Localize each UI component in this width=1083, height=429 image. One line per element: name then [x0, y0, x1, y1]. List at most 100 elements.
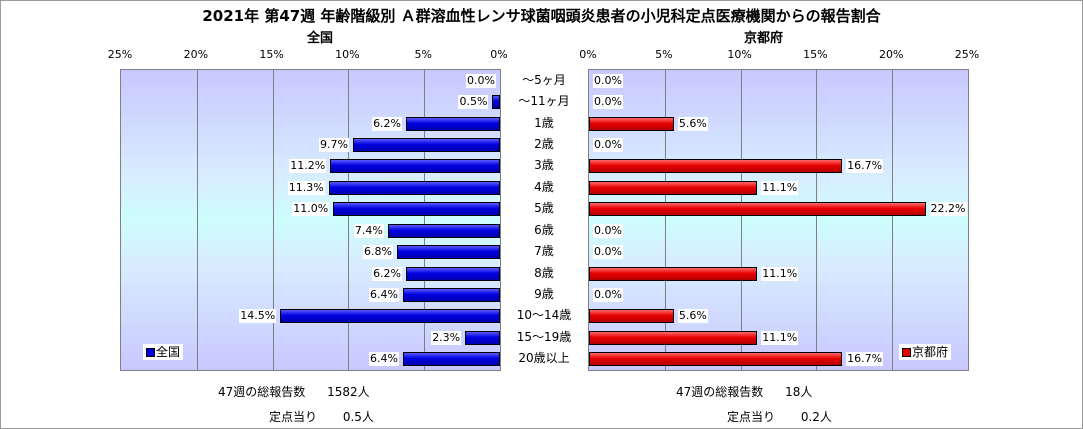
- gridline: [740, 70, 742, 370]
- axis-tick-label: 25%: [954, 48, 980, 61]
- left-panel-title: 全国: [307, 31, 334, 46]
- data-label: 6.2%: [372, 116, 403, 131]
- right-plot-area: 0.0% 0.0% 5.6% 0.0% 16.7% 11.1% 22.2% 0.0% 0.0% 1…: [588, 69, 969, 371]
- data-label: 9.7%: [319, 138, 349, 152]
- data-label: 0.0%: [593, 288, 623, 302]
- data-label: 0.0%: [593, 95, 623, 110]
- data-bar: [492, 95, 500, 110]
- category-label: 9歳: [534, 287, 554, 301]
- chart-title: 2021年 第47週 年齢階級別 Ａ群溶血性レンサ球菌咽頭炎患者の小児科定点医療…: [202, 7, 881, 25]
- left-per-sentinel: 定点当り 0.5人: [269, 408, 374, 425]
- data-bar: [333, 202, 500, 217]
- data-label: 7.4%: [353, 223, 384, 238]
- right-legend-label: 京都府: [912, 345, 949, 359]
- category-label: 10～14歳: [516, 308, 572, 323]
- category-label: ～11ヶ月: [518, 94, 570, 109]
- right-legend: 京都府: [899, 344, 952, 360]
- data-bar: [402, 288, 500, 302]
- data-bar: [352, 138, 500, 152]
- data-label: 22.2%: [929, 202, 967, 217]
- axis-tick-label: 0%: [490, 48, 508, 61]
- axis-tick-label: 0%: [579, 48, 597, 61]
- right-total-label: 47週の総報告数: [676, 385, 764, 399]
- left-per-label: 定点当り: [269, 410, 318, 424]
- axis-tick-label: 10%: [727, 48, 752, 61]
- left-legend-swatch: [146, 348, 155, 357]
- data-bar: [406, 116, 500, 131]
- right-per-label: 定点当り: [727, 410, 776, 424]
- right-total-value: 18人: [785, 385, 813, 399]
- right-panel-title: 京都府: [744, 31, 784, 46]
- gridline: [892, 70, 894, 370]
- data-bar: [465, 330, 500, 345]
- gridline: [196, 70, 198, 370]
- axis-tick-label: 5%: [655, 48, 673, 61]
- category-label: 15～19歳: [516, 329, 572, 344]
- data-label: 0.0%: [593, 223, 623, 238]
- data-bar: [589, 159, 843, 174]
- axis-tick-label: 5%: [414, 48, 432, 61]
- data-label: 6.4%: [369, 288, 399, 302]
- data-label: 5.6%: [677, 116, 708, 131]
- data-bar: [396, 245, 500, 260]
- data-label: 0.0%: [593, 138, 623, 152]
- data-label: 11.0%: [292, 202, 330, 217]
- left-per-value: 0.5人: [342, 410, 374, 424]
- gridline: [272, 70, 274, 370]
- data-bar: [589, 180, 758, 195]
- data-bar: [589, 330, 758, 345]
- data-bar: [589, 202, 926, 217]
- left-total-label: 47週の総報告数: [218, 385, 306, 399]
- data-bar: [589, 116, 674, 131]
- category-label: 4歳: [534, 179, 554, 194]
- data-label: 11.1%: [761, 266, 799, 281]
- gridline: [424, 70, 426, 370]
- data-label: 0.0%: [593, 73, 623, 88]
- data-label: 11.1%: [761, 180, 799, 195]
- gridline: [816, 70, 818, 370]
- left-total-reports: 47週の総報告数 1582人: [218, 383, 370, 400]
- data-label: 6.2%: [372, 266, 403, 281]
- axis-tick-label: 15%: [259, 48, 284, 61]
- data-label: 16.7%: [846, 352, 884, 367]
- right-per-value: 0.2人: [800, 410, 832, 424]
- data-bar: [402, 352, 500, 367]
- category-label: 7歳: [534, 244, 554, 259]
- right-legend-swatch: [902, 348, 911, 357]
- left-legend: 全国: [143, 344, 184, 360]
- left-total-value: 1582人: [327, 385, 370, 399]
- axis-tick-label: 25%: [107, 48, 133, 61]
- data-label: 16.7%: [846, 159, 884, 174]
- data-label: 0.5%: [458, 95, 489, 110]
- left-legend-label: 全国: [156, 345, 181, 359]
- category-label: 1歳: [534, 115, 554, 130]
- data-label: 0.0%: [466, 73, 496, 88]
- data-bar: [328, 180, 500, 195]
- data-bar: [589, 352, 843, 367]
- category-label: 8歳: [534, 265, 554, 280]
- category-label: 5歳: [534, 201, 554, 216]
- data-label: 5.6%: [677, 309, 708, 324]
- data-bar: [387, 223, 500, 238]
- gridline: [348, 70, 350, 370]
- data-bar: [589, 266, 758, 281]
- data-label: 6.4%: [369, 352, 399, 367]
- data-bar: [589, 309, 674, 324]
- category-label: 3歳: [534, 158, 554, 173]
- gridline: [664, 70, 666, 370]
- data-label: 11.2%: [289, 159, 327, 174]
- left-plot-area: 0.0% 0.5% 6.2% 9.7% 11.2% 11.3% 11.0% 7.4% 6.8% 6…: [120, 69, 501, 371]
- right-total-reports: 47週の総報告数 18人: [676, 383, 812, 400]
- data-bar: [280, 309, 500, 324]
- data-label: 2.3%: [431, 330, 462, 345]
- data-label: 11.3%: [287, 180, 325, 195]
- axis-tick-label: 20%: [878, 48, 904, 61]
- data-bar: [406, 266, 500, 281]
- category-label: 2歳: [534, 137, 554, 151]
- data-label: 14.5%: [239, 309, 277, 324]
- data-label: 6.8%: [362, 245, 393, 260]
- axis-tick-label: 15%: [803, 48, 828, 61]
- axis-tick-label: 20%: [183, 48, 209, 61]
- data-label: 0.0%: [593, 245, 623, 260]
